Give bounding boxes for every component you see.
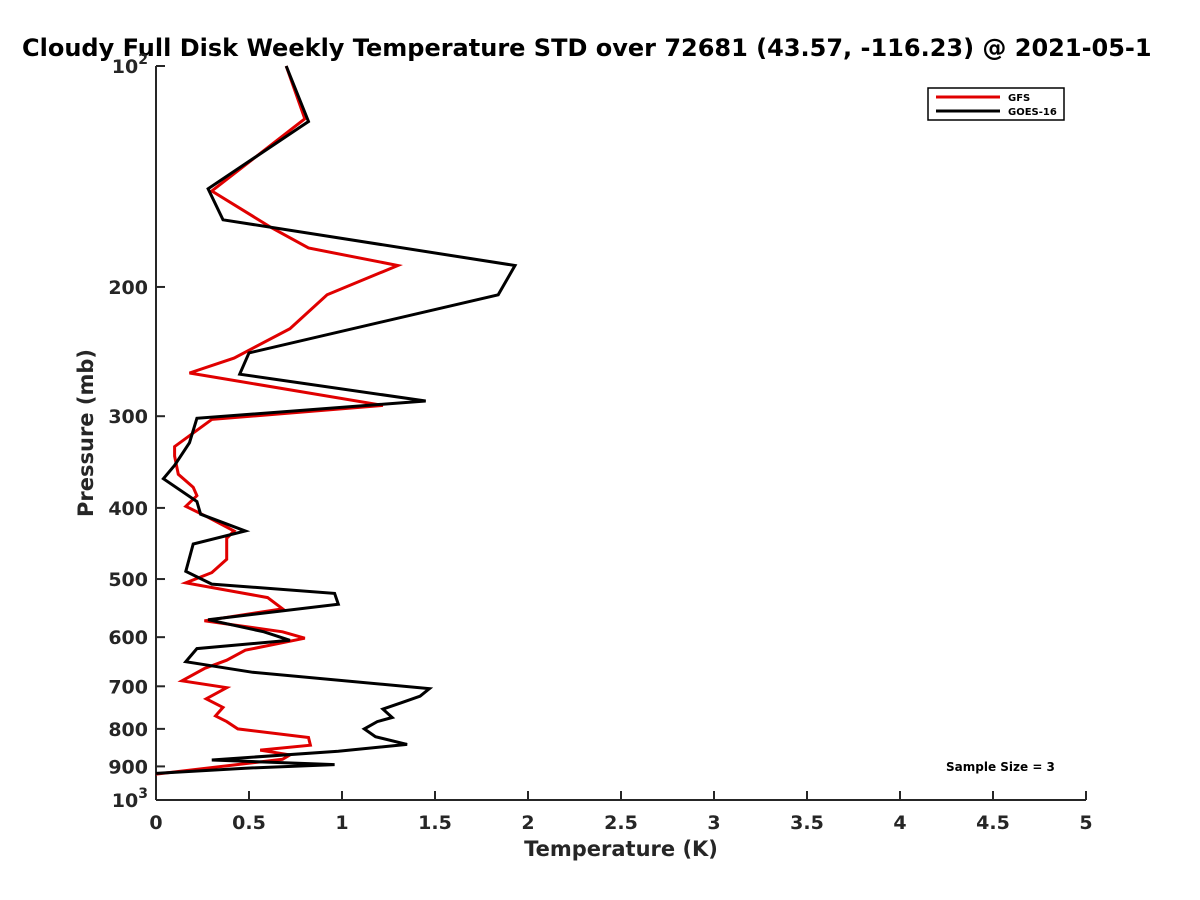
- y-tick-label: 900: [108, 756, 148, 778]
- x-ticks: 0 0.5 1 1.5 2 2.5 3 3.5 4 4.5 5: [149, 791, 1093, 834]
- y-tick-label: 700: [108, 676, 148, 698]
- y-tick-label: 500: [108, 569, 148, 591]
- x-tick-label: 2: [521, 812, 534, 834]
- y-axis-label: Pressure (mb): [74, 349, 98, 517]
- x-tick-label: 4.5: [976, 812, 1010, 834]
- series-lines: [155, 65, 518, 776]
- x-tick-label: 3: [707, 812, 720, 834]
- y-tick-label: 200: [108, 277, 148, 299]
- x-tick-label: 1.5: [418, 812, 452, 834]
- sample-size-annotation: Sample Size = 3: [946, 760, 1055, 774]
- x-tick-label: 0: [149, 812, 162, 834]
- x-axis-label: Temperature (K): [524, 837, 718, 861]
- x-tick-label: 5: [1079, 812, 1092, 834]
- legend: GFS GOES-16: [927, 87, 1065, 121]
- legend-label-goes16: GOES-16: [1008, 107, 1057, 118]
- x-tick-label: 3.5: [790, 812, 824, 834]
- x-tick-label: 1: [335, 812, 348, 834]
- y-tick-label: 300: [108, 406, 148, 428]
- x-tick-label: 4: [893, 812, 906, 834]
- series-line-gfs: [155, 65, 403, 776]
- plot-area: 0 0.5 1 1.5 2 2.5 3 3.5 4 4.5 5 102 200 300 400 500 600…: [108, 52, 1092, 834]
- x-tick-label: 2.5: [604, 812, 638, 834]
- y-tick-label: 600: [108, 627, 148, 649]
- legend-box: [927, 87, 1065, 121]
- y-tick-label: 103: [112, 786, 148, 812]
- y-ticks: 102 200 300 400 500 600 700 800 900 103: [108, 52, 165, 812]
- chart-title: Cloudy Full Disk Weekly Temperature STD …: [22, 34, 1152, 62]
- y-tick-label: 102: [112, 52, 148, 78]
- series-line-goes16: [155, 65, 518, 775]
- x-tick-label: 0.5: [232, 812, 266, 834]
- y-tick-label: 400: [108, 498, 148, 520]
- y-tick-label: 800: [108, 719, 148, 741]
- legend-label-gfs: GFS: [1008, 93, 1030, 104]
